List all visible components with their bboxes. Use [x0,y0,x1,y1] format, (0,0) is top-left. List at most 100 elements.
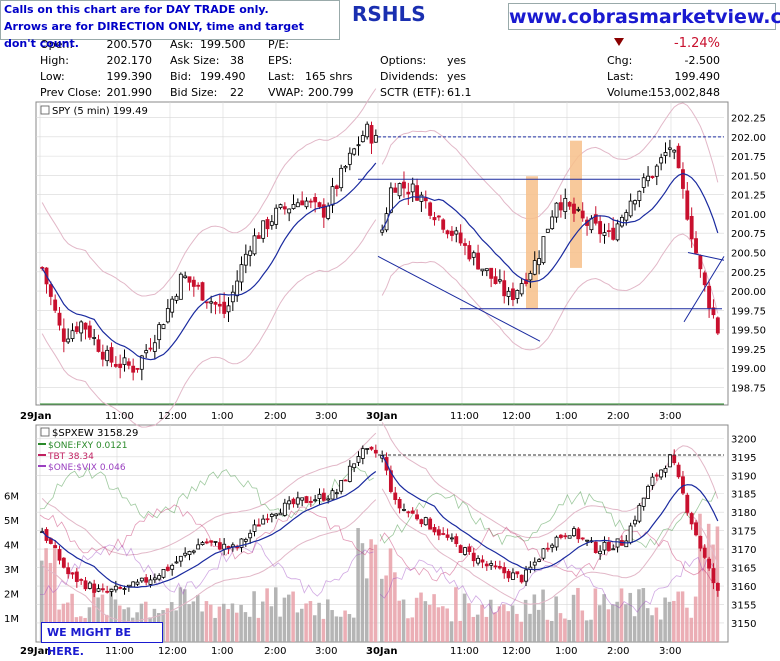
candle-body [715,317,720,334]
volume-bars [40,513,720,642]
band-lower [381,233,719,351]
band-lower [41,219,377,428]
candle-body [633,200,637,205]
candle-body [428,518,433,530]
candle-body [126,584,131,587]
candle-body [611,548,616,551]
low-value: 199.390 [106,70,153,83]
volume-bar [458,620,463,642]
x-tick-label: 11:00 [105,411,134,422]
candle-body [274,513,279,517]
candle-body [265,518,270,521]
spy-trendlines [358,136,725,342]
volume-bar [628,592,633,642]
candle-body [152,342,157,352]
bottom-note: WE MIGHT BE HERE. [41,622,163,658]
volume-bar [243,612,248,642]
volume-bar [235,612,239,642]
candle-body [200,282,205,301]
candle-body [157,324,162,341]
volume-bar [484,616,489,642]
candle-body [449,537,454,540]
candle-body [593,214,598,224]
high-value: 202.170 [106,54,153,67]
spy-moving-average [41,162,719,361]
site-url-link[interactable]: www.cobrasmarketview.com [508,3,780,30]
candle-body [113,585,118,591]
volume-tick-label: 6M [4,492,19,503]
candle-body [572,528,576,537]
candle-body [593,541,598,553]
volume-bar [295,612,300,642]
candle-body [676,464,681,478]
candle-body [360,135,365,143]
candle-body [511,572,515,580]
candle-body [96,339,101,352]
candle-body [545,228,550,233]
disclaimer-line-1: Calls on this chart are for DAY TRADE on… [4,3,269,16]
price-gridlines [36,102,724,405]
candle-body [83,322,88,330]
candle-body [191,550,196,553]
volume-bar [441,606,445,642]
volume-bar [178,587,183,642]
band-lower [381,488,719,605]
volume-bar [256,617,261,642]
candle-body [339,480,344,492]
candle-body [554,536,559,548]
candle-body [663,467,668,473]
candle-body [545,547,550,550]
candle-body [295,202,300,208]
volume-bar [113,599,118,642]
candle-body [707,558,712,569]
candle-body [365,123,370,138]
candle-body [109,347,114,363]
volume-bar [317,602,321,642]
x-tick-label: 12:00 [502,411,531,422]
candle-body [317,493,322,500]
candle-body [369,125,374,144]
candle-body [493,565,498,568]
candle-body [139,577,144,582]
candle-body [646,175,651,182]
volume-bar [563,618,567,642]
candle-body [689,513,694,525]
volume-bar [239,604,243,642]
candle-body [261,518,266,525]
bid-size-value: 22 [230,86,244,99]
volume-bar [536,609,541,642]
y-tick-label: 200.25 [731,268,766,279]
sctr-value: 61.1 [447,86,472,99]
candle-body [524,569,528,582]
vwap-value: 200.799 [308,86,354,99]
candle-body [689,215,694,240]
volume-bar [282,597,287,642]
candle-body [441,533,446,535]
candle-body [515,571,520,575]
candle-body [347,152,352,165]
candle-body [541,236,546,264]
candle-body [157,575,162,580]
y-tick-label: 201.00 [731,210,766,221]
candle-body [550,216,555,230]
candle-body [256,524,261,527]
volume-bar [488,599,493,642]
candle-body [489,267,494,279]
candle-body [445,534,450,538]
candle-body [126,361,131,366]
candle-body [580,537,585,540]
candle-body [295,497,300,505]
candle-body [105,590,110,593]
candle-body [274,207,279,225]
candle-body [641,497,646,507]
last-label: Last: [268,70,295,83]
candle-body [436,529,441,536]
volume-bar [462,593,467,642]
volume-bar [213,617,217,642]
candle-body [287,500,292,505]
candle-body [628,200,633,217]
moving-average-line [381,455,719,571]
volume-bar [70,593,74,642]
candle-body [489,563,494,566]
candle-body [402,509,406,511]
